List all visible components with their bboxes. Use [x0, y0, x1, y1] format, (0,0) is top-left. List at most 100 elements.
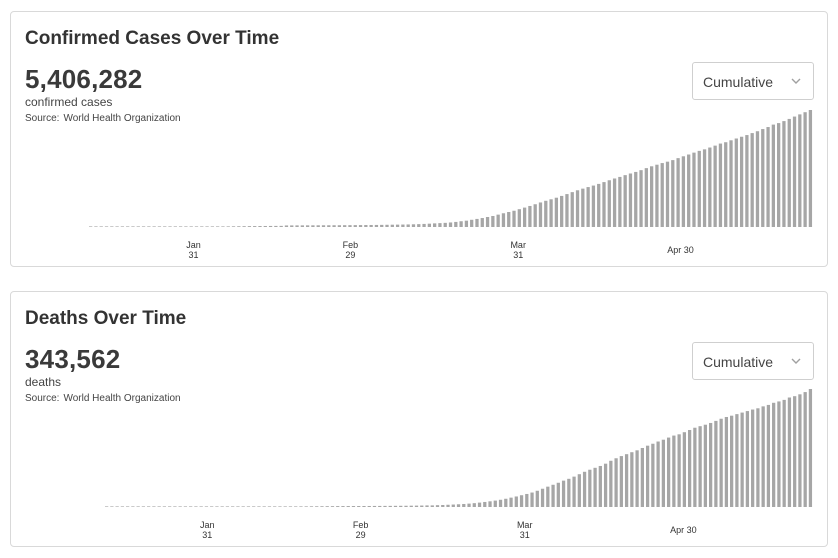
bar: [467, 503, 471, 507]
bar: [420, 505, 424, 507]
bar: [417, 224, 421, 227]
bar: [242, 226, 246, 227]
bar: [750, 133, 754, 227]
bar: [535, 490, 539, 507]
bar: [498, 499, 503, 507]
bar: [120, 226, 125, 227]
x-tick-label: Jan: [200, 520, 215, 530]
deaths-card: Deaths Over Time 343,562 deaths Source: W…: [10, 291, 828, 547]
bar: [362, 506, 366, 507]
count-unit-label: confirmed cases: [25, 95, 113, 109]
card-title: Confirmed Cases Over Time: [25, 28, 280, 49]
bar: [655, 164, 659, 227]
bar: [283, 506, 287, 507]
bar: [645, 445, 650, 507]
bar: [787, 118, 791, 227]
count-unit-label: deaths: [25, 375, 62, 389]
bar: [714, 420, 718, 507]
bar: [512, 210, 516, 227]
bar: [199, 506, 203, 507]
bar: [168, 506, 172, 507]
bar: [549, 199, 553, 227]
x-tick-day: 31: [520, 530, 530, 540]
bar: [157, 506, 161, 507]
bar: [226, 226, 230, 227]
bar: [348, 225, 352, 227]
bar: [414, 505, 419, 507]
view-mode-select[interactable]: Cumulative: [692, 342, 814, 380]
bar: [708, 147, 712, 227]
bar: [677, 434, 681, 507]
bar: [624, 454, 629, 507]
bar: [241, 506, 245, 507]
bar: [385, 224, 389, 227]
bar: [299, 506, 303, 507]
x-tick-label: Mar: [517, 520, 533, 530]
source-name: World Health Organization: [63, 113, 181, 124]
bar: [110, 506, 114, 507]
bar: [488, 501, 492, 507]
bar: [327, 225, 331, 227]
bar: [735, 414, 739, 507]
bar: [141, 506, 146, 507]
bar: [231, 506, 235, 507]
bar: [575, 190, 580, 227]
bar: [709, 422, 713, 507]
card-title: Deaths Over Time: [25, 308, 187, 329]
bar: [337, 225, 342, 227]
bar: [162, 506, 167, 507]
bar: [341, 506, 345, 507]
x-tick-day: 31: [188, 250, 198, 260]
bar: [110, 226, 114, 227]
bar: [288, 506, 293, 507]
bar: [364, 225, 368, 227]
bar: [766, 404, 771, 507]
bar: [367, 505, 371, 507]
bar: [290, 225, 294, 227]
bar: [236, 506, 240, 507]
bar: [618, 176, 622, 227]
bar: [263, 225, 267, 227]
bar: [131, 506, 135, 507]
bar: [787, 397, 792, 507]
bar: [777, 401, 781, 507]
bar: [173, 226, 177, 227]
bar: [189, 506, 193, 507]
bar: [501, 213, 506, 227]
bar: [612, 178, 617, 227]
bar: [378, 505, 382, 507]
bar: [661, 439, 665, 507]
x-tick-label: Feb: [343, 240, 359, 250]
x-tick-day: 29: [356, 530, 366, 540]
x-tick-day: 31: [513, 250, 523, 260]
bar: [681, 156, 686, 227]
bar: [115, 226, 119, 227]
bar: [540, 488, 545, 507]
bar: [194, 226, 199, 227]
bar: [777, 123, 781, 227]
bar: [115, 506, 119, 507]
bar: [665, 161, 670, 227]
bar: [493, 500, 497, 507]
bar: [591, 185, 596, 227]
bar: [598, 465, 602, 507]
view-mode-select[interactable]: Cumulative: [692, 62, 814, 100]
total-count: 343,562: [25, 344, 121, 374]
x-tick-day: 29: [345, 250, 355, 260]
bar: [380, 224, 384, 227]
bar: [639, 170, 643, 227]
bar: [607, 180, 611, 227]
bar: [374, 224, 379, 227]
bar: [136, 226, 140, 227]
bar: [702, 149, 707, 227]
bar: [204, 506, 209, 507]
bar: [771, 124, 775, 227]
bar: [274, 225, 278, 227]
bar: [602, 182, 606, 227]
bar: [152, 226, 156, 227]
bar: [782, 121, 786, 227]
bar: [332, 225, 336, 227]
bar: [237, 226, 241, 227]
bar: [561, 480, 566, 507]
